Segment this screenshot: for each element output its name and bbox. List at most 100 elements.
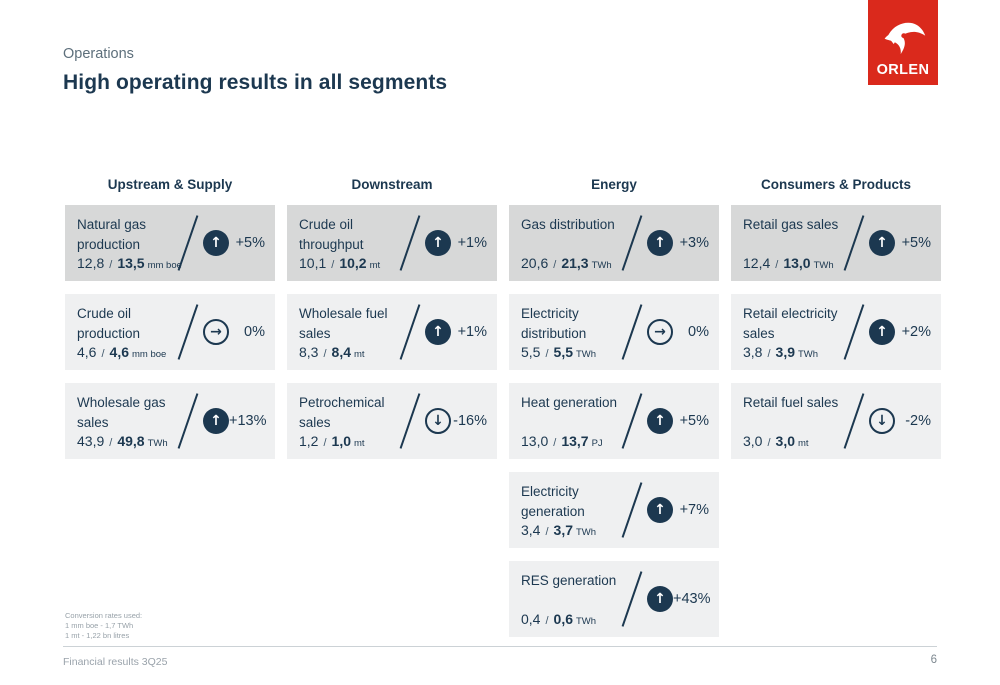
metric-new-value: 4,6 — [109, 344, 129, 360]
metric-label: Electricity generation — [521, 484, 585, 519]
metric-card: Wholesale fuel sales 8,3 / 8,4 mt ↑ +1% — [287, 294, 497, 370]
metric-unit: mt — [354, 349, 365, 360]
metric-change-group: ↑ +13% — [203, 383, 267, 459]
arrow-down-icon: ↓ — [869, 408, 895, 434]
conversion-note-line: Conversion rates used: — [65, 611, 143, 620]
metric-card: Retail gas sales 12,4 / 13,0 TWh ↑ +5% — [731, 205, 941, 281]
metric-old-value: 8,3 — [299, 344, 319, 360]
conversion-notes: Conversion rates used: 1 mm boe - 1,7 TW… — [65, 611, 142, 641]
metric-new-value: 49,8 — [117, 433, 145, 449]
metric-unit: TWh — [147, 438, 168, 449]
values-separator: / — [545, 526, 549, 538]
metric-old-value: 4,6 — [77, 344, 97, 360]
metric-label: Retail electricity sales — [743, 306, 838, 341]
metric-old-value: 3,4 — [521, 522, 541, 538]
arrow-flat-icon: → — [647, 319, 673, 345]
metric-change-group: ↑ +43% — [647, 561, 711, 637]
metric-label: Petrochemical sales — [299, 395, 385, 430]
metric-new-value: 8,4 — [331, 344, 351, 360]
metric-old-value: 0,4 — [521, 611, 541, 627]
metric-label: RES generation — [521, 573, 617, 588]
arrow-up-icon: ↑ — [647, 586, 673, 612]
metric-label: Wholesale gas sales — [77, 395, 166, 430]
metric-change-group: → 0% — [203, 294, 265, 370]
metric-new-value: 1,0 — [331, 433, 351, 449]
arrow-up-icon: ↑ — [203, 408, 229, 434]
metric-label: Natural gas production — [77, 217, 147, 252]
metric-values: 5,5/5,5 TWh — [521, 344, 707, 360]
segment-column-downstream: Downstream Crude oil throughput 10,1/10,2 m… — [287, 177, 497, 472]
metric-values: 3,0/3,0 mt — [743, 433, 929, 449]
column-header: Energy — [591, 177, 637, 192]
values-separator: / — [109, 259, 113, 271]
metric-new-value: 21,3 — [561, 255, 589, 271]
values-separator: / — [775, 259, 779, 271]
metric-change: 0% — [244, 324, 265, 340]
metric-values: 8,3 / 8,4 mt — [299, 344, 485, 360]
metric-unit: PJ — [591, 438, 603, 449]
metric-change-group: ↓ -2% — [869, 383, 931, 459]
metric-change: +5% — [235, 235, 265, 251]
metric-values: 1,2 / 1,0 mt — [299, 433, 485, 449]
metric-change: +7% — [679, 502, 709, 518]
metric-label: Retail gas sales — [743, 217, 839, 232]
metric-old-value: 5,5 — [521, 344, 541, 360]
values-separator: / — [553, 437, 557, 449]
metric-change: -16% — [453, 413, 487, 429]
metric-new-value: 3,7 — [553, 522, 573, 538]
page-title: High operating results in all segments — [63, 71, 448, 94]
metric-unit: TWh — [576, 616, 597, 627]
metric-values: 3,4 / 3,7 TWh — [521, 522, 707, 538]
page-number: 6 — [930, 654, 937, 666]
metric-old-value: 1,2 — [299, 433, 319, 449]
footer-divider — [63, 646, 937, 647]
metric-old-value: 43,9 — [77, 433, 105, 449]
metric-new-value: 5,5 — [553, 344, 573, 360]
segment-column-consumers-products: Consumers & Products Retail gas sales 12,4… — [731, 177, 941, 472]
metric-label: Electricity distribution — [521, 306, 587, 341]
metric-change: +1% — [457, 324, 487, 340]
metric-change: +43% — [673, 591, 711, 607]
column-header: Consumers & Products — [760, 177, 912, 192]
metric-values: 12,8 / 13,5 mm boe — [77, 255, 263, 271]
metric-change-group: → 0% — [647, 294, 709, 370]
metric-values: 0,4 / 0,6 TWh — [521, 611, 707, 627]
metric-change-group: ↑ +5% — [869, 205, 931, 281]
metric-values: 3,8 / 3,9 TWh — [743, 344, 929, 360]
metric-values: 20,6 / 21,3 TWh — [521, 255, 707, 271]
metric-change: +1% — [457, 235, 487, 251]
metric-new-value: 13,5 — [117, 255, 145, 271]
segment-column-energy: Energy Gas distribution 20,6/21,3 TWh ↑ +3% El… — [509, 177, 719, 650]
metric-change: +13% — [229, 413, 267, 429]
metric-change-group: ↑ +5% — [647, 383, 709, 459]
orlen-logo: ORLEN — [868, 0, 938, 85]
arrow-up-icon: ↑ — [647, 497, 673, 523]
metric-card: Petrochemical sales 1,2 / 1,0 mt ↓ -16% — [287, 383, 497, 459]
metric-old-value: 10,1 — [299, 255, 327, 271]
arrow-up-icon: ↑ — [203, 230, 229, 256]
metric-card: Gas distribution 20,6 / 21,3 TWh ↑ +3% — [509, 205, 719, 281]
metric-values: 4,6/4,6 mm boe — [77, 344, 263, 360]
metric-change: 0% — [688, 324, 709, 340]
arrow-up-icon: ↑ — [425, 230, 451, 256]
values-separator: / — [331, 259, 335, 271]
values-separator: / — [767, 348, 771, 360]
metric-change-group: ↓ -16% — [425, 383, 487, 459]
arrow-up-icon: ↑ — [647, 230, 673, 256]
values-separator: / — [323, 348, 327, 360]
arrow-up-icon: ↑ — [869, 319, 895, 345]
metric-change-group: ↑ +2% — [869, 294, 931, 370]
metric-card: Heat generation 13,0 / 13,7 PJ ↑ +5% — [509, 383, 719, 459]
metric-unit: mt — [369, 260, 381, 271]
metric-old-value: 20,6 — [521, 255, 549, 271]
segment-column-upstream-supply: Upstream & Supply Natural gas production 1… — [65, 177, 275, 472]
conversion-note-line: 1 mt - 1,22 bn litres — [65, 631, 130, 640]
metric-unit: TWh — [576, 349, 597, 360]
metric-values: 13,0 / 13,7 PJ — [521, 433, 707, 449]
metric-card: Retail electricity sales 3,8 / 3,9 TWh ↑ +2% — [731, 294, 941, 370]
metric-new-value: 3,9 — [775, 344, 795, 360]
metric-label: Heat generation — [521, 395, 618, 410]
metric-label: Wholesale fuel sales — [299, 306, 388, 341]
metric-card: Crude oil throughput 10,1 / 10,2 mt ↑ +1% — [287, 205, 497, 281]
metric-unit: mm boe — [147, 260, 182, 271]
